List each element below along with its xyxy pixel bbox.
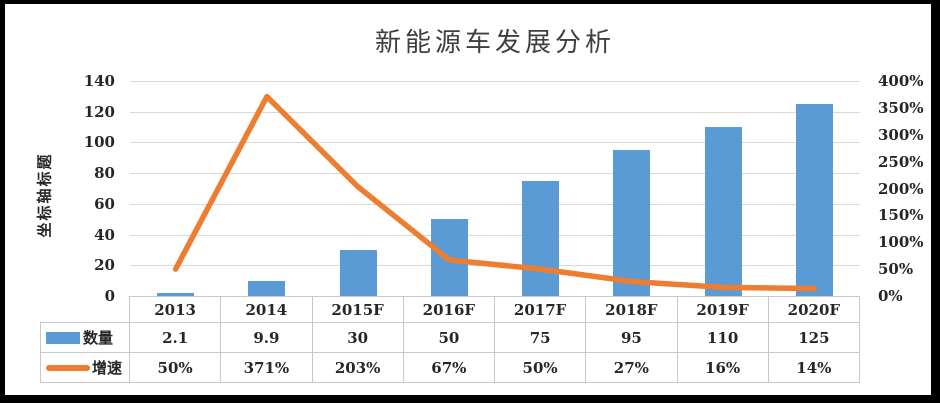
bar-2013 <box>157 292 195 296</box>
bar-2017F <box>522 180 560 296</box>
data-table: 2013 2014 2015F 2016F 2017F 2018F 2019F 2020F 数量… <box>40 296 860 383</box>
gridline <box>130 81 860 82</box>
bar-2015F <box>339 249 377 296</box>
table-year-cell: 2014 <box>221 296 313 323</box>
legend-quantity-cell: 数量 <box>40 323 130 353</box>
table-year-cell: 2020F <box>768 296 860 323</box>
table-value-cell: 30 <box>312 323 404 353</box>
legend-label: 增速 <box>92 359 123 377</box>
right-axis-tick: 250% <box>878 152 924 171</box>
chart-title: 新能源车发展分析 <box>374 28 615 58</box>
table-year-cell: 2017F <box>495 296 587 323</box>
table-value-cell: 75 <box>495 323 587 353</box>
table-year-cell: 2018F <box>586 296 678 323</box>
table-year-cell: 2015F <box>312 296 404 323</box>
gridline <box>130 111 860 113</box>
legend-label: 数量 <box>83 329 114 347</box>
right-axis-tick: 400% <box>878 72 924 90</box>
left-axis-tick: 0 <box>104 287 115 305</box>
right-axis-tick: 50% <box>878 260 914 279</box>
right-axis-tick: 100% <box>878 233 924 252</box>
right-axis-tick: 150% <box>878 206 924 225</box>
table-value-cell: 16% <box>677 353 769 383</box>
table-value-cell: 50 <box>403 323 495 353</box>
legend-growth-cell: 增速 <box>40 353 130 383</box>
bar-2014 <box>248 280 286 296</box>
bar-2018F <box>613 150 651 296</box>
table-year-cell: 2019F <box>677 296 769 323</box>
table-value-cell: 371% <box>221 353 313 383</box>
left-axis-tick: 120 <box>83 102 115 121</box>
table-value-cell: 27% <box>586 353 678 383</box>
quantity-bar-swatch <box>46 331 80 344</box>
right-axis-tick: 350% <box>878 98 924 117</box>
plot-area <box>130 81 860 296</box>
table-value-cell: 95 <box>586 323 678 353</box>
gridline <box>130 234 860 236</box>
left-axis-ticks: 140 120 100 80 60 40 20 0 <box>40 72 115 305</box>
table-value-cell: 14% <box>768 353 860 383</box>
left-axis-tick: 80 <box>94 164 115 183</box>
left-axis-tick: 60 <box>94 194 115 213</box>
chart-background <box>5 4 931 395</box>
right-axis-tick: 0% <box>878 287 903 305</box>
table-value-cell: 203% <box>312 353 404 383</box>
table-value-cell: 2.1 <box>130 323 222 353</box>
gridline <box>130 142 860 144</box>
table-value-cell: 110 <box>677 323 769 353</box>
table-value-cell: 125 <box>768 323 860 353</box>
table-value-cell: 9.9 <box>221 323 313 353</box>
growth-line-path <box>172 93 818 292</box>
left-axis-tick: 100 <box>83 133 115 152</box>
right-axis-ticks: 400% 350% 300% 250% 200% 150% 100% 50% 0% <box>878 72 938 305</box>
table-value-cell: 50% <box>495 353 587 383</box>
table-year-cell: 2013 <box>130 296 222 323</box>
right-axis-tick: 200% <box>878 179 924 198</box>
gridline <box>130 173 860 175</box>
left-axis-tick: 40 <box>94 225 115 244</box>
right-axis-tick: 300% <box>878 125 924 144</box>
left-axis-tick: 140 <box>83 72 115 90</box>
bar-2020F <box>795 104 833 296</box>
bar-2019F <box>704 127 742 296</box>
table-year-cell: 2016F <box>403 296 495 323</box>
growth-line <box>172 93 818 292</box>
left-axis-tick: 20 <box>94 256 115 275</box>
growth-line-swatch <box>46 364 90 371</box>
table-value-cell: 50% <box>130 353 222 383</box>
table-corner-cell <box>40 296 130 323</box>
table-value-cell: 67% <box>403 353 495 383</box>
gridline <box>130 203 860 205</box>
